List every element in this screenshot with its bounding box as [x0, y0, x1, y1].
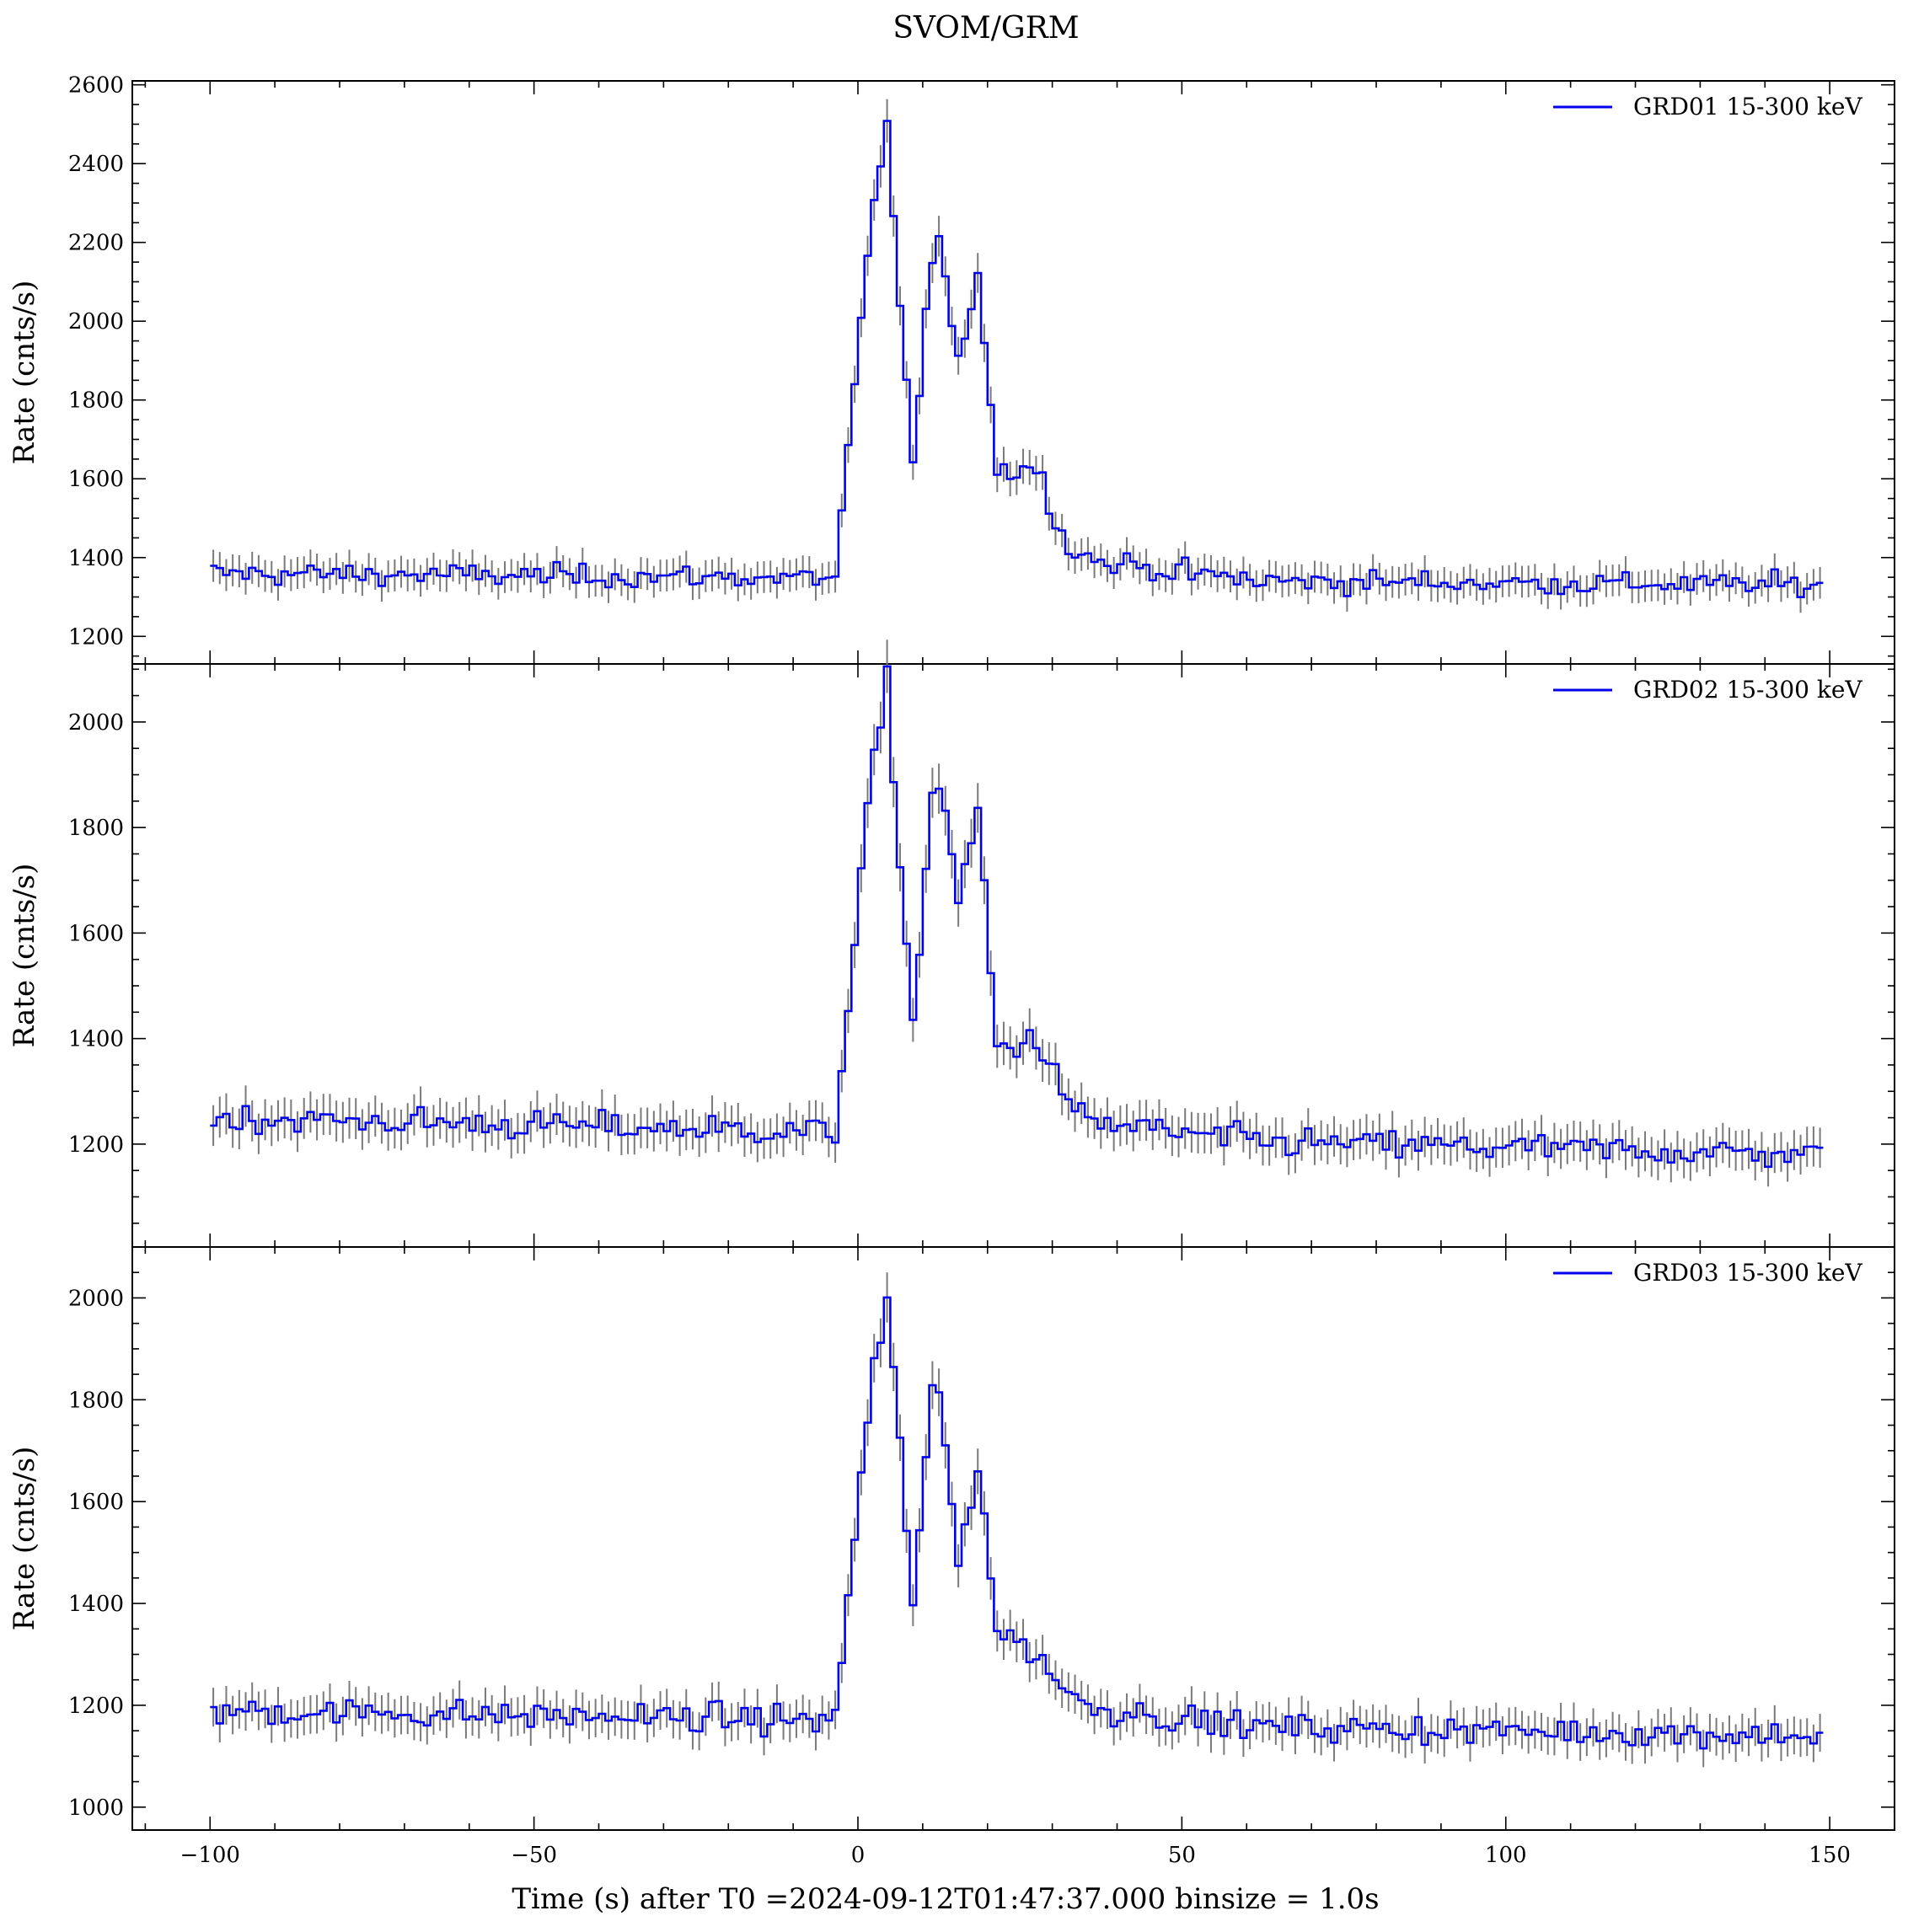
- panel-3: 1000 1200 1400 1600 1800 2000 −100 −50 0 50 100 150…: [8, 1246, 1895, 1868]
- plot-frame: [131, 663, 1895, 1248]
- legend: GRD01 15-300 keV: [1553, 93, 1862, 120]
- error-bars: [212, 99, 1821, 613]
- x-tick-label: −100: [180, 1843, 240, 1868]
- x-tick-label: 50: [1168, 1843, 1196, 1868]
- plot-frame: [131, 1246, 1895, 1831]
- y-tick-label: 1600: [68, 1490, 124, 1515]
- x-tick-label: 150: [1809, 1843, 1851, 1868]
- figure-title: SVOM/GRM: [892, 11, 1079, 45]
- y-tick-label: 1000: [68, 1796, 124, 1821]
- light-curve-line: [210, 1296, 1824, 1750]
- y-ticks: [132, 83, 1895, 657]
- legend: GRD02 15-300 keV: [1553, 676, 1862, 704]
- x-tick-label: −50: [511, 1843, 557, 1868]
- x-ticks: [144, 81, 1895, 664]
- legend-label: GRD03 15-300 keV: [1633, 1259, 1862, 1287]
- panel-1: 1200 1400 1600 1800 2000 2200 2400 2600 Rate (cn…: [8, 73, 1895, 665]
- y-tick-label: 2000: [68, 309, 124, 334]
- x-axis-title: Time (s) after T0 =2024-09-12T01:47:37.0…: [512, 1882, 1379, 1916]
- legend-label: GRD02 15-300 keV: [1633, 676, 1862, 704]
- error-bars: [212, 1272, 1821, 1768]
- y-tick-label: 2400: [68, 152, 124, 177]
- x-ticks: [144, 1247, 1895, 1830]
- y-ticks: [132, 668, 1895, 1224]
- y-axis-title: Rate (cnts/s): [8, 1447, 41, 1631]
- y-tick-label: 2600: [68, 73, 124, 99]
- y-tick-label: 1800: [68, 816, 124, 841]
- y-tick-label: 1200: [68, 1132, 124, 1158]
- y-tick-label: 2000: [68, 1286, 124, 1311]
- y-axis-title: Rate (cnts/s): [8, 864, 41, 1048]
- y-tick-label: 1200: [68, 1694, 124, 1719]
- y-axis-title: Rate (cnts/s): [8, 281, 41, 465]
- x-ticks: [144, 664, 1895, 1247]
- x-tick-label: 0: [851, 1843, 866, 1868]
- y-tick-label: 1400: [68, 546, 124, 571]
- y-tick-label: 1400: [68, 1027, 124, 1052]
- legend: GRD03 15-300 keV: [1553, 1259, 1862, 1287]
- y-tick-label: 1200: [68, 624, 124, 650]
- x-tick-label: 100: [1485, 1843, 1527, 1868]
- y-ticks: [132, 1246, 1895, 1808]
- y-tick-label: 1800: [68, 1388, 124, 1413]
- y-tick-label: 2200: [68, 231, 124, 256]
- y-tick-label: 1400: [68, 1592, 124, 1617]
- error-bars: [212, 640, 1821, 1187]
- legend-label: GRD01 15-300 keV: [1633, 93, 1862, 120]
- panels: 1200 1400 1600 1800 2000 2200 2400 2600 Rate (cn…: [8, 73, 1895, 1868]
- light-curve-line: [210, 665, 1824, 1169]
- y-tick-label: 1600: [68, 921, 124, 946]
- y-tick-label: 2000: [68, 710, 124, 736]
- y-tick-label: 1600: [68, 467, 124, 492]
- light-curve-line: [210, 120, 1824, 598]
- y-tick-label: 1800: [68, 388, 124, 414]
- panel-2: 1200 1400 1600 1800 2000 Rate (cnts/s) GRD02 1…: [8, 640, 1895, 1248]
